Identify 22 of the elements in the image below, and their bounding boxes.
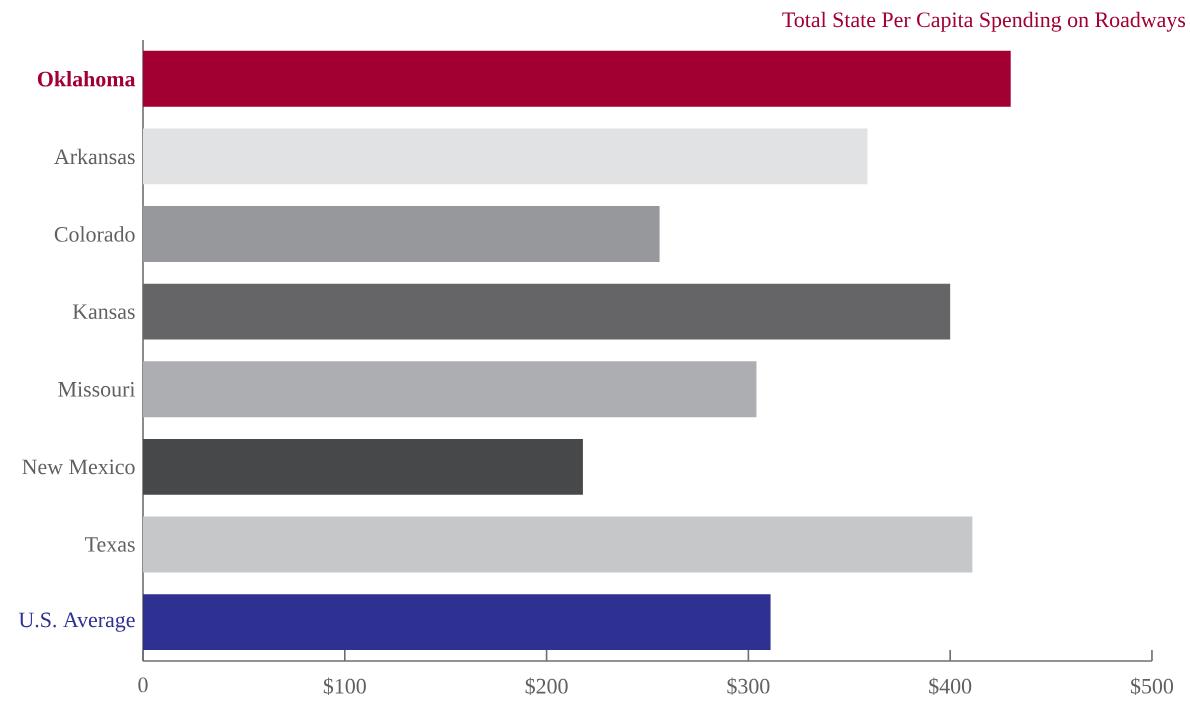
- bar: [143, 438, 583, 495]
- y-tick-label: Colorado: [54, 226, 135, 242]
- x-tick-label: $100: [323, 677, 366, 696]
- bar: [143, 594, 771, 651]
- bar: [143, 516, 973, 573]
- y-tick-label: Oklahoma: [37, 71, 136, 87]
- x-tick-label: $400: [929, 677, 972, 696]
- x-tick-label: $200: [525, 677, 568, 696]
- bar: [143, 128, 868, 185]
- x-tick-label: $500: [1130, 677, 1174, 696]
- bar: [143, 50, 1011, 107]
- y-tick-label: U.S. Average: [18, 612, 135, 632]
- y-tick-label: Kansas: [72, 304, 135, 319]
- bar: [143, 361, 757, 418]
- y-tick-label: Arkansas: [54, 148, 135, 165]
- x-tick-label: 0: [138, 677, 148, 693]
- y-tick-label: Missouri: [58, 381, 136, 397]
- y-tick-label: New Mexico: [22, 459, 135, 475]
- y-tick-label: Texas: [85, 537, 135, 552]
- bar: [143, 206, 660, 262]
- chart-title: Total State Per Capita Spending on Roadways: [782, 11, 1186, 32]
- x-tick-label: $300: [727, 677, 770, 696]
